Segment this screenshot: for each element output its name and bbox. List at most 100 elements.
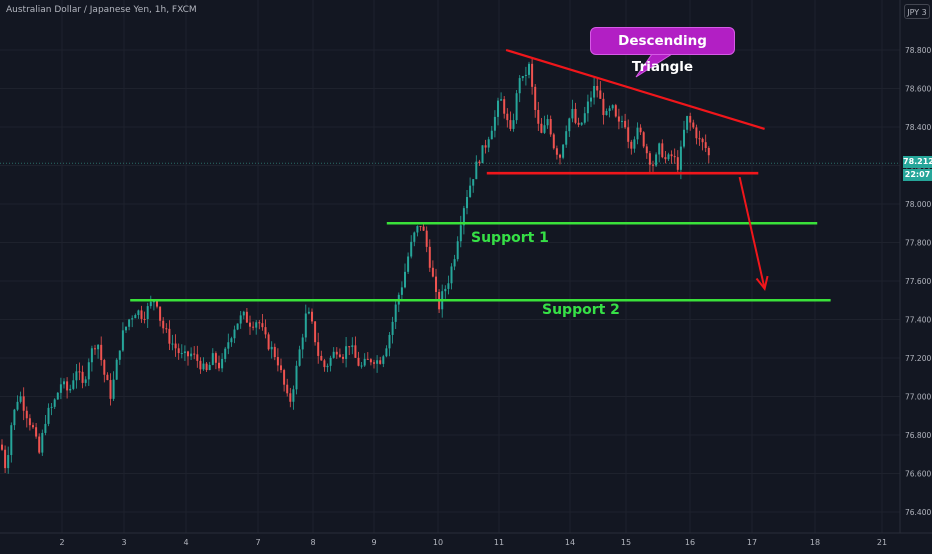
candle-body	[404, 271, 406, 288]
candle-body	[363, 358, 366, 366]
candle-body	[16, 401, 19, 410]
price-axis-panel	[900, 0, 932, 550]
candle-body	[537, 109, 540, 124]
symbol-title[interactable]: Australian Dollar / Japanese Yen, 1h, FX…	[6, 5, 197, 15]
time-tick-label: 3	[121, 538, 126, 547]
candle-body	[639, 127, 642, 133]
candle-body	[329, 357, 332, 366]
candle-body	[683, 129, 685, 147]
candle-body	[221, 358, 224, 369]
currency-badge[interactable]: JPY 3	[904, 4, 930, 19]
candle-body	[661, 143, 664, 158]
arrow-head	[755, 275, 769, 291]
candle-body	[267, 334, 270, 350]
candle-body	[394, 304, 397, 322]
support-1-label: Support 1	[471, 230, 549, 246]
candle-body	[187, 351, 189, 357]
candle-body	[59, 384, 62, 393]
candle-body	[624, 120, 627, 128]
price-tick-label: 77.400	[905, 316, 931, 325]
candle-body	[518, 78, 521, 94]
time-tick-label: 10	[433, 538, 443, 547]
candle-body	[255, 322, 258, 328]
candle-body	[66, 381, 69, 391]
candle-body	[633, 139, 636, 149]
price-tick-label: 77.000	[905, 393, 931, 402]
candle-body	[180, 353, 183, 355]
candle-body	[351, 345, 354, 347]
candle-body	[242, 311, 245, 316]
candle-body	[174, 343, 177, 349]
candle-body	[497, 100, 499, 117]
time-tick-label: 15	[621, 538, 631, 547]
candle-body	[208, 364, 211, 371]
price-tick-label: 78.000	[905, 200, 931, 209]
candle-body	[50, 406, 53, 408]
time-tick-label: 14	[565, 538, 575, 547]
candle-body	[323, 360, 326, 368]
price-tick-label: 76.600	[905, 470, 931, 479]
candle-body	[115, 359, 118, 380]
candle-body	[25, 410, 28, 419]
candle-body	[515, 93, 518, 121]
descending-triangle-callout[interactable]: Descending Triangle	[590, 27, 735, 75]
candle-body	[388, 334, 391, 349]
candle-body	[320, 355, 323, 361]
candle-body	[459, 225, 462, 242]
candle-body	[385, 348, 388, 357]
candle-body	[196, 354, 199, 361]
candle-body	[10, 425, 13, 456]
candle-body	[704, 142, 707, 148]
candle-body	[695, 127, 698, 139]
candle-body	[435, 276, 437, 292]
candle-body	[568, 118, 571, 132]
candle-body	[168, 328, 171, 344]
candle-body	[224, 348, 227, 359]
candle-body	[543, 125, 546, 133]
candle-body	[673, 156, 676, 158]
candle-body	[128, 319, 131, 327]
candle-body	[540, 123, 543, 133]
candle-body	[338, 354, 341, 357]
candle-body	[335, 351, 338, 355]
candle-body	[63, 381, 65, 385]
price-tick-label: 77.200	[905, 354, 931, 363]
candle-body	[69, 388, 72, 391]
candle-body	[500, 99, 503, 101]
candle-body	[593, 86, 596, 98]
candle-body	[617, 116, 620, 122]
candle-body	[261, 323, 264, 328]
candle-body	[165, 328, 168, 330]
time-tick-label: 8	[310, 538, 315, 547]
candle-body	[652, 164, 654, 166]
candle-body	[376, 360, 379, 364]
candle-body	[462, 208, 465, 226]
price-tick-label: 78.800	[905, 46, 931, 55]
candle-body	[521, 75, 524, 79]
candle-body	[298, 349, 301, 366]
candle-body	[245, 311, 248, 323]
candle-body	[326, 365, 329, 368]
candle-body	[475, 161, 478, 180]
candle-body	[140, 310, 143, 319]
candle-body	[81, 371, 84, 383]
candle-body	[512, 120, 515, 129]
candle-body	[249, 322, 251, 327]
candle-body	[4, 449, 7, 469]
price-tick-label: 77.600	[905, 277, 931, 286]
candle-body	[407, 256, 410, 272]
candle-body	[7, 455, 10, 469]
candle-body	[546, 119, 549, 126]
time-tick-label: 4	[183, 538, 188, 547]
candle-body	[202, 363, 205, 370]
candles	[1, 58, 710, 474]
candle-body	[56, 392, 59, 400]
candle-body	[493, 116, 496, 131]
candle-body	[565, 131, 568, 145]
candle-body	[481, 145, 484, 164]
candle-body	[317, 342, 320, 356]
